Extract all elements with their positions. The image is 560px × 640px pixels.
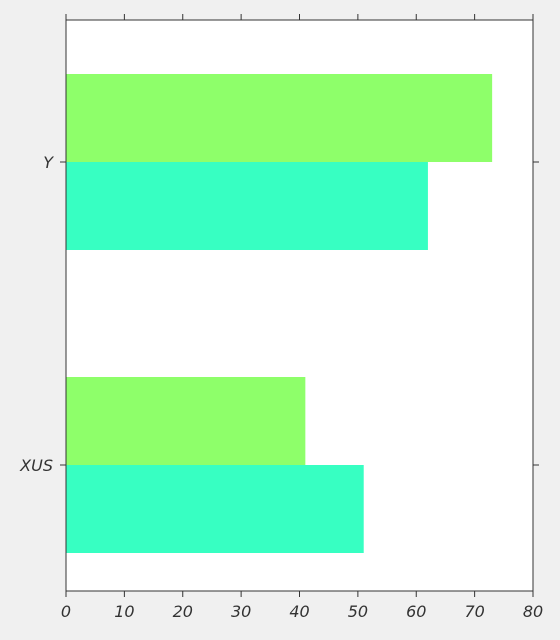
y-tick-label-xus: XUS xyxy=(19,456,53,475)
x-tick-label: 10 xyxy=(114,602,134,621)
x-tick-label: 60 xyxy=(406,602,426,621)
bars-layer xyxy=(66,74,493,553)
labels-layer: 0 10 20 30 40 50 60 70 80 XUS Y xyxy=(19,153,543,621)
x-tick-label: 70 xyxy=(464,602,484,621)
x-tick-label: 30 xyxy=(231,602,251,621)
bar-y-series-2 xyxy=(66,162,428,250)
bar-y-series-1 xyxy=(66,74,493,162)
x-tick-label: 20 xyxy=(173,602,193,621)
x-tick-label: 0 xyxy=(61,602,71,621)
bar-xus-series-2 xyxy=(66,465,364,553)
plot-frame xyxy=(65,19,534,592)
bar-xus-series-1 xyxy=(66,377,306,465)
x-tick-label: 40 xyxy=(289,602,309,621)
x-tick-label: 80 xyxy=(523,602,543,621)
ticks-layer xyxy=(60,14,539,597)
y-tick-label-y: Y xyxy=(43,153,54,172)
x-tick-label: 50 xyxy=(348,602,368,621)
